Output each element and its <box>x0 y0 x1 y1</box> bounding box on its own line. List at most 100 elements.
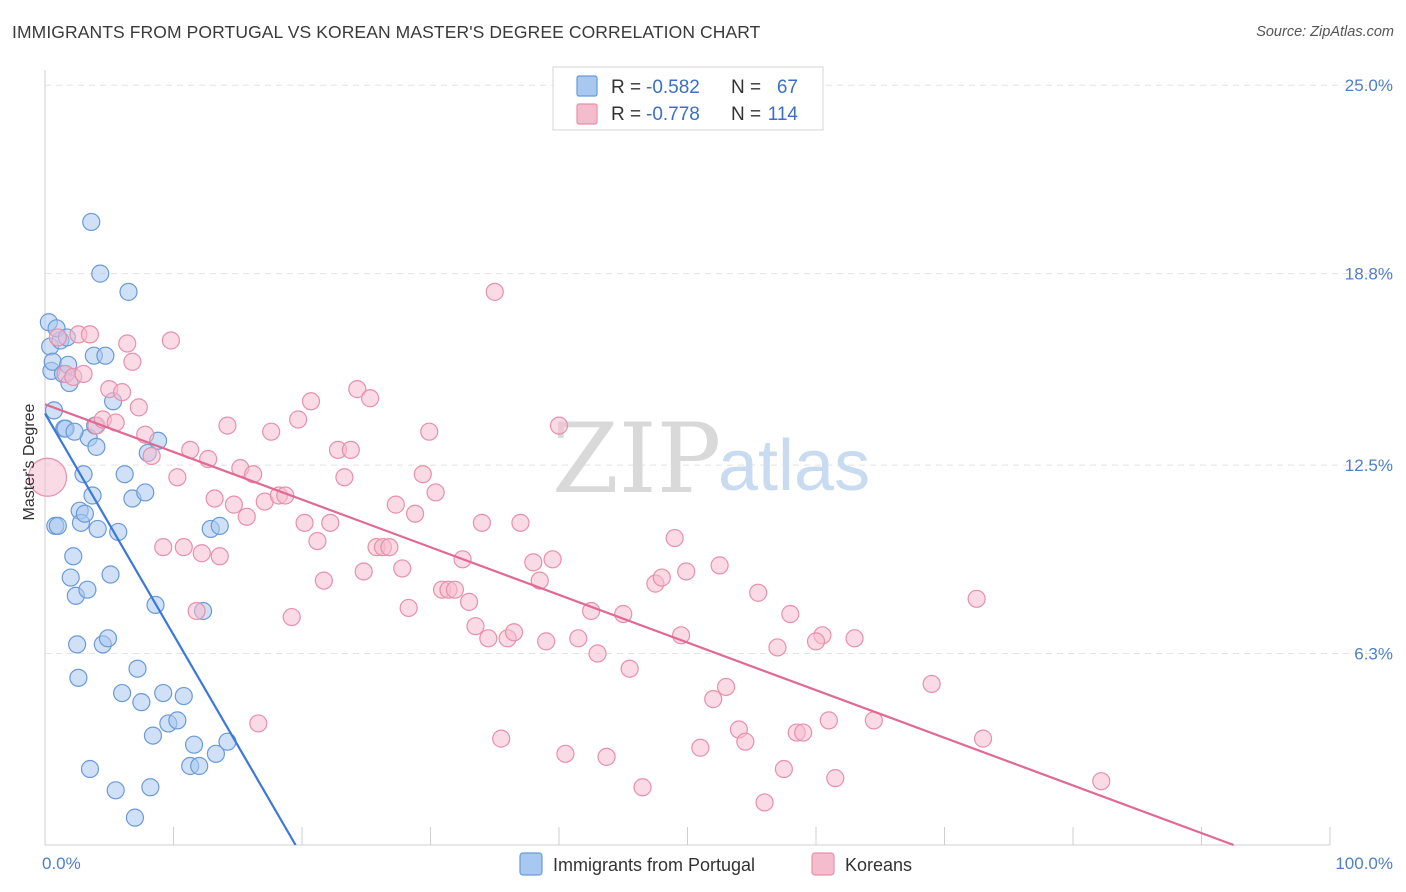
watermark-zip: ZIP <box>552 403 721 515</box>
koreans-point <box>819 711 838 730</box>
y-tick-label-1: 12.5% <box>1345 456 1393 475</box>
koreans-point <box>399 598 418 618</box>
legend-box: R = -0.582 N = 67 R = -0.778 N = 114 <box>552 66 824 131</box>
koreans-point <box>218 416 237 435</box>
koreans-point <box>80 325 100 344</box>
koreans-point <box>405 504 425 523</box>
portugal-point <box>69 668 88 687</box>
portugal-trend-line <box>44 412 297 846</box>
koreans-point <box>154 538 173 557</box>
koreans-point <box>301 392 321 411</box>
portugal-point <box>141 778 160 797</box>
portugal-point <box>218 732 237 751</box>
koreans-point <box>386 495 405 514</box>
legend-r-label-portugal: R = <box>611 77 641 98</box>
portugal-point <box>48 516 67 535</box>
koreans-point <box>224 495 243 514</box>
trend-lines <box>44 403 1235 847</box>
legend-swatch-koreans <box>576 103 598 125</box>
y-tick-labels: 6.3% 12.5% 18.8% 25.0% <box>1345 76 1393 663</box>
portugal-point <box>143 726 163 745</box>
koreans-point <box>543 550 562 569</box>
bottom-legend-swatch-koreans <box>811 852 835 876</box>
portugal-point <box>112 683 132 703</box>
portugal-point <box>210 516 229 535</box>
bottom-legend: Immigrants from Portugal Koreans <box>519 852 912 876</box>
legend-r-value-portugal: -0.582 <box>646 77 700 98</box>
koreans-point <box>142 446 161 466</box>
watermark: ZIP atlas <box>552 403 870 515</box>
portugal-point <box>82 212 101 232</box>
koreans-point <box>677 562 696 581</box>
legend-swatch-portugal <box>576 75 598 97</box>
koreans-point <box>826 769 845 788</box>
portugal-point <box>91 264 110 283</box>
koreans-point <box>633 778 652 797</box>
koreans-point <box>123 352 142 371</box>
koreans-point <box>749 583 768 602</box>
portugal-point <box>115 465 134 484</box>
koreans-point <box>27 457 68 497</box>
koreans-trend-line <box>44 403 1235 847</box>
legend-r-value-koreans: -0.778 <box>646 104 700 125</box>
koreans-point <box>556 744 575 763</box>
y-tick-label-3: 25.0% <box>1345 76 1393 95</box>
portugal-point <box>168 711 187 730</box>
koreans-point <box>420 422 439 441</box>
koreans-point <box>129 398 148 417</box>
portugal-point <box>64 547 83 566</box>
portugal-point <box>88 519 107 539</box>
koreans-point <box>794 723 813 742</box>
bottom-legend-label-koreans: Koreans <box>845 855 912 875</box>
x-tick-labels: 0.0% 100.0% <box>42 854 1393 873</box>
watermark-atlas: atlas <box>718 426 870 506</box>
legend-n-value-portugal: 67 <box>777 77 798 98</box>
koreans-point <box>665 528 684 548</box>
koreans-point <box>716 677 736 697</box>
koreans-point <box>393 559 412 578</box>
koreans-point <box>413 465 432 484</box>
koreans-point <box>426 483 445 502</box>
portugal-point <box>78 580 97 599</box>
y-tick-label-2: 18.8% <box>1345 265 1393 284</box>
legend-n-label-koreans: N = <box>731 104 761 125</box>
koreans-point <box>174 538 193 557</box>
koreans-point <box>445 580 465 599</box>
koreans-point <box>321 513 340 532</box>
koreans-point <box>380 538 399 557</box>
koreans-point <box>244 465 263 484</box>
portugal-point <box>74 465 93 484</box>
koreans-point <box>187 601 206 621</box>
chart-title: IMMIGRANTS FROM PORTUGAL VS KOREAN MASTE… <box>12 22 761 42</box>
portugal-point <box>128 659 147 678</box>
portugal-point <box>98 629 118 648</box>
koreans-point <box>48 328 67 347</box>
koreans-point <box>341 440 360 460</box>
koreans-point <box>168 468 187 487</box>
koreans-point <box>973 729 993 748</box>
koreans-point <box>237 507 256 526</box>
koreans-point <box>620 659 639 678</box>
portugal-point <box>190 756 209 776</box>
y-axis-label: Master's Degree <box>21 403 38 520</box>
koreans-point <box>710 556 729 575</box>
portugal-point <box>206 744 226 763</box>
koreans-point <box>691 738 710 757</box>
koreans-point <box>289 410 308 429</box>
portugal-point <box>68 635 87 654</box>
portugal-point <box>154 683 173 703</box>
koreans-point <box>755 793 774 812</box>
koreans-point <box>282 607 301 627</box>
portugal-point <box>75 504 94 523</box>
koreans-point <box>845 629 864 648</box>
portugal-point <box>96 346 115 365</box>
koreans-point <box>922 674 941 694</box>
koreans-point <box>479 629 498 648</box>
portugal-point <box>136 483 155 502</box>
koreans-point <box>781 604 800 624</box>
koreans-point <box>774 759 793 779</box>
koreans-point <box>466 617 485 636</box>
portugal-point <box>106 781 125 800</box>
koreans-point <box>485 282 504 301</box>
koreans-point <box>704 690 723 709</box>
